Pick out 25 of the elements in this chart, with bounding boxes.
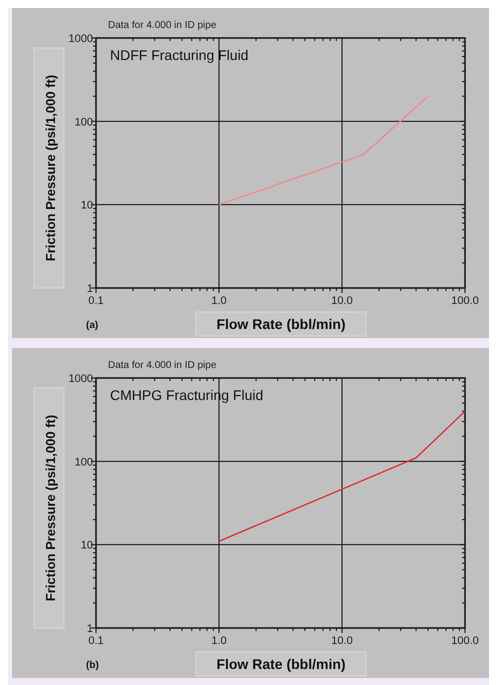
y-axis-title: Friction Pressure (psi/1,000 ft) <box>43 414 58 602</box>
text: NDFF Fracturing Fluid <box>110 47 248 63</box>
y-tick-label: 10 <box>80 540 93 552</box>
y-tick-label: 1000 <box>68 373 93 385</box>
x-axis-title: Flow Rate (bbl/min) <box>216 316 346 332</box>
x-tick-label: 1.0 <box>211 635 227 647</box>
x-tick-label: 10.0 <box>331 635 353 647</box>
y-tick-label: 100 <box>74 456 93 468</box>
y-tick-label: 1000 <box>68 33 93 45</box>
y-tick-label: 1 <box>86 623 93 635</box>
x-tick-label: 100.0 <box>451 635 479 647</box>
x-tick-label: 1.0 <box>211 295 227 307</box>
x-axis-title: Flow Rate (bbl/min) <box>216 656 346 672</box>
y-tick-label: 1 <box>86 283 93 295</box>
text: (b) <box>86 660 99 671</box>
chart-subtitle: Data for 4.000 in ID pipe <box>108 20 217 31</box>
y-axis-title: Friction Pressure (psi/1,000 ft) <box>43 74 58 262</box>
y-tick-label: 10 <box>80 200 93 212</box>
x-tick-label: 0.1 <box>88 635 104 647</box>
x-tick-label: 0.1 <box>88 295 104 307</box>
chart-subtitle: Data for 4.000 in ID pipe <box>108 360 217 371</box>
x-tick-label: 10.0 <box>331 295 353 307</box>
y-tick-label: 100 <box>74 116 93 128</box>
x-tick-label: 100.0 <box>451 295 479 307</box>
text: (a) <box>86 320 98 331</box>
